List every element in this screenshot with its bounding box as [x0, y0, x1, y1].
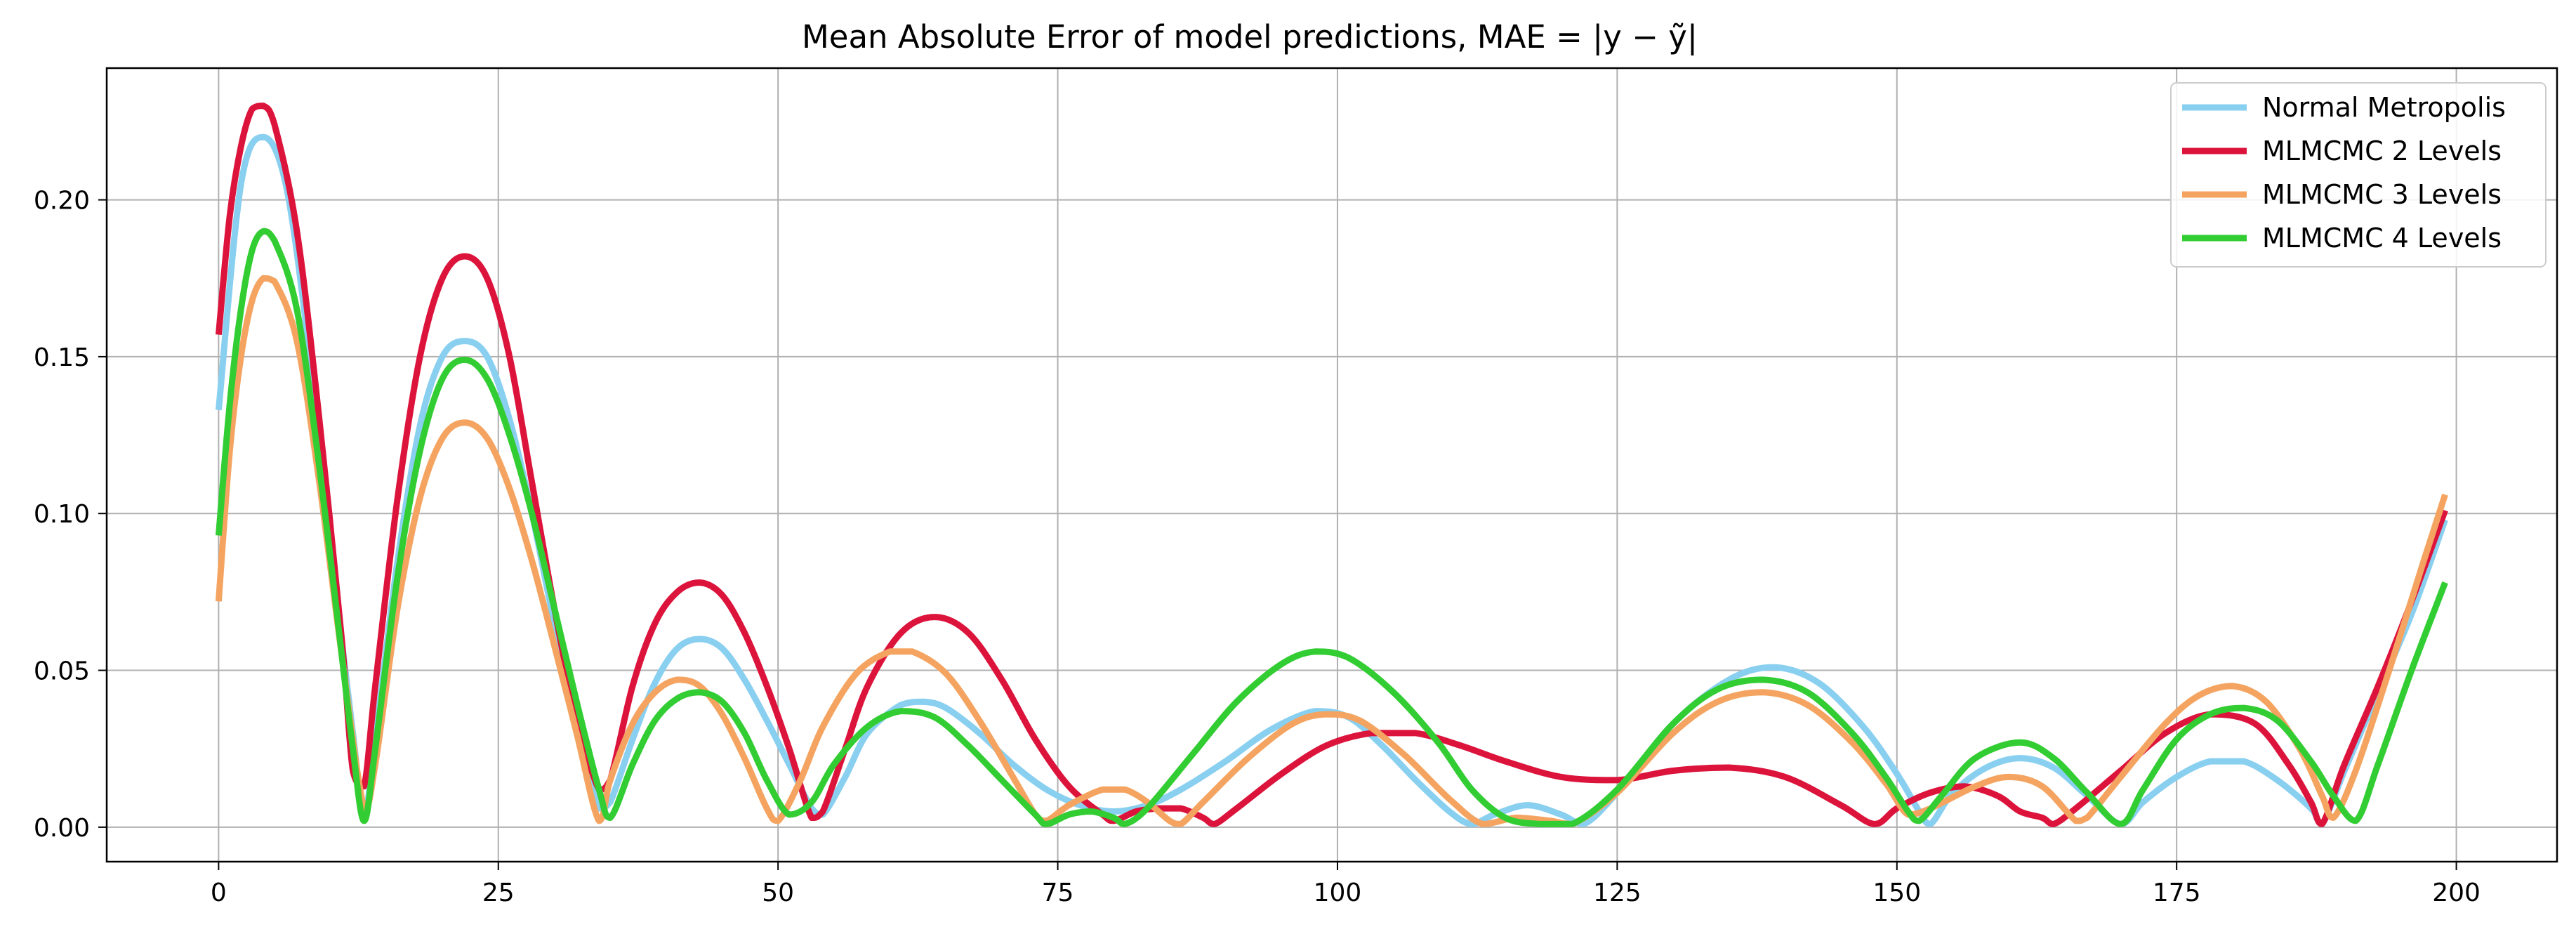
x-tick-label: 25	[482, 879, 515, 907]
x-tick-label: 75	[1042, 879, 1074, 907]
series-line-4	[215, 228, 2448, 827]
series-line-2	[215, 103, 2448, 827]
axis-ticks: 0 25 50 75 100 125 150 175 200 0.00 0.05 0.10 0.15 0.…	[34, 187, 2481, 907]
y-tick-label: 0.00	[34, 814, 90, 843]
plot-frame	[105, 67, 2558, 863]
series-lines	[215, 103, 2448, 827]
x-tick-label: 0	[211, 879, 227, 907]
y-tick-label: 0.20	[34, 187, 90, 216]
x-tick-label: 200	[2432, 879, 2481, 907]
x-tick-label: 150	[1872, 879, 1921, 907]
x-tick-label: 175	[2153, 879, 2201, 907]
legend-label: MLMCMC 4 Levels	[2262, 223, 2502, 254]
series-line-1	[215, 133, 2448, 827]
legend-label: MLMCMC 2 Levels	[2262, 136, 2502, 166]
legend-label: MLMCMC 3 Levels	[2262, 179, 2502, 210]
x-tick-label: 100	[1314, 879, 1362, 907]
legend-label: Normal Metropolis	[2262, 92, 2506, 123]
y-tick-label: 0.05	[34, 657, 90, 686]
chart-title: Mean Absolute Error of model predictions…	[802, 18, 1698, 55]
x-tick-label: 50	[762, 879, 794, 907]
legend: Normal Metropolis MLMCMC 2 Levels MLMCMC 3…	[2170, 82, 2547, 268]
legend-box	[2170, 82, 2547, 268]
y-tick-label: 0.15	[34, 343, 90, 372]
y-tick-label: 0.10	[34, 500, 90, 529]
x-tick-label: 125	[1593, 879, 1642, 907]
